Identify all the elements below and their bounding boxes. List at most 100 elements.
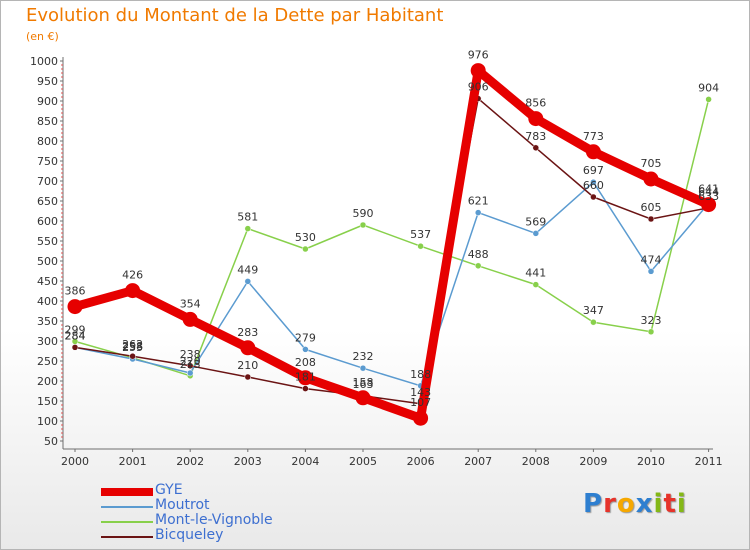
y-minor-tick: [61, 136, 63, 138]
y-tick-label: 650: [37, 195, 58, 208]
logo-letter: P: [583, 489, 604, 519]
series-layer: [67, 63, 717, 426]
y-minor-tick: [61, 212, 63, 214]
y-minor-tick: [61, 172, 63, 174]
data-label-moutrot: 188: [410, 368, 431, 381]
data-label-bicqueley: 210: [237, 359, 258, 372]
data-label-mont-le-vignoble: 537: [410, 228, 431, 241]
x-tick-label: 2003: [234, 455, 262, 468]
y-minor-tick: [61, 168, 63, 170]
y-minor-tick: [61, 228, 63, 230]
legend-label-bicqueley: Bicqueley: [155, 527, 224, 543]
data-point-mont-le-vignoble: [417, 242, 424, 250]
data-point-bicqueley: [186, 362, 194, 370]
logo-letter: x: [635, 489, 654, 519]
data-label-gye: 641: [698, 183, 719, 196]
y-minor-tick: [61, 268, 63, 270]
data-point-gye: [182, 311, 198, 327]
y-minor-tick: [61, 112, 63, 114]
y-minor-tick: [61, 224, 63, 226]
data-label-moutrot: 255: [122, 341, 143, 354]
data-point-bicqueley: [302, 385, 309, 392]
data-point-moutrot: [302, 346, 309, 353]
x-tick-label: 2010: [637, 455, 665, 468]
y-minor-tick: [61, 104, 63, 106]
data-point-moutrot: [359, 364, 367, 372]
x-tick-label: 2002: [176, 455, 204, 468]
y-minor-tick: [61, 128, 63, 130]
proxiti-logo: Proxiti: [583, 489, 687, 519]
y-minor-tick: [61, 424, 63, 426]
x-tick-label: 2007: [464, 455, 492, 468]
data-point-mont-le-vignoble: [244, 225, 252, 232]
y-minor-tick: [61, 184, 63, 186]
y-minor-tick: [61, 372, 63, 374]
y-minor-tick: [61, 396, 63, 398]
data-point-gye: [643, 171, 659, 187]
chart-subtitle: (en €): [26, 30, 59, 43]
data-label-moutrot: 621: [468, 195, 489, 208]
data-label-mont-le-vignoble: 530: [295, 231, 316, 244]
data-label-moutrot: 279: [295, 331, 316, 344]
data-label-moutrot: 284: [65, 329, 86, 342]
data-label-mont-le-vignoble: 299: [65, 323, 86, 336]
y-tick-label: 550: [37, 235, 58, 248]
x-tick-label: 2005: [349, 455, 377, 468]
y-tick-label: 200: [37, 375, 58, 388]
data-label-gye: 856: [525, 97, 546, 110]
y-tick-label: 950: [37, 75, 58, 88]
data-label-bicqueley: 238: [180, 348, 201, 361]
data-label-mont-le-vignoble: 258: [122, 340, 143, 353]
x-tick-label: 2004: [291, 455, 319, 468]
y-minor-tick: [61, 432, 63, 434]
y-minor-tick: [61, 256, 63, 258]
data-point-bicqueley: [590, 193, 597, 201]
data-point-mont-le-vignoble: [590, 318, 597, 326]
legend-swatch-moutrot: [101, 506, 153, 508]
y-minor-tick: [61, 96, 63, 98]
y-minor-tick: [61, 364, 63, 366]
x-tick-label: 2011: [695, 455, 723, 468]
y-minor-tick: [61, 344, 63, 346]
data-point-gye: [125, 283, 141, 299]
y-minor-tick: [61, 236, 63, 238]
series-line-moutrot: [74, 181, 710, 387]
y-minor-tick: [61, 76, 63, 78]
y-minor-tick: [61, 164, 63, 166]
data-label-bicqueley: 605: [641, 201, 662, 214]
y-minor-tick: [61, 192, 63, 194]
y-minor-tick: [61, 416, 63, 418]
series-line-gye: [70, 66, 714, 423]
data-point-moutrot: [474, 209, 482, 216]
y-minor-tick: [61, 384, 63, 386]
data-point-gye: [701, 197, 717, 213]
logo-letter: o: [616, 489, 636, 519]
data-label-mont-le-vignoble: 904: [698, 81, 719, 94]
y-minor-tick: [61, 72, 63, 74]
y-minor-tick: [61, 156, 63, 158]
series-line-mont-le-vignoble: [74, 98, 710, 377]
data-point-moutrot: [590, 178, 597, 186]
data-point-moutrot: [532, 230, 540, 237]
y-minor-tick: [61, 284, 63, 286]
data-point-gye: [240, 340, 256, 356]
data-label-bicqueley: 633: [698, 190, 719, 203]
data-point-mont-le-vignoble: [705, 96, 712, 103]
logo-letter: r: [603, 489, 617, 519]
data-point-moutrot: [186, 369, 194, 377]
y-minor-tick: [61, 436, 63, 438]
y-minor-tick: [61, 408, 63, 410]
data-labels: 299 258 213 581 530 590 537 488 441 347 323 904 284 2…: [65, 49, 720, 410]
y-tick-label: 250: [37, 355, 58, 368]
y-minor-tick: [61, 376, 63, 378]
y-minor-tick: [61, 132, 63, 134]
y-minor-tick: [61, 204, 63, 206]
data-label-mont-le-vignoble: 581: [237, 211, 258, 224]
y-minor-tick: [61, 348, 63, 350]
y-minor-tick: [61, 324, 63, 326]
y-minor-tick: [61, 188, 63, 190]
data-label-gye: 354: [180, 297, 201, 310]
y-minor-tick: [61, 404, 63, 406]
data-label-moutrot: 644: [698, 185, 719, 198]
